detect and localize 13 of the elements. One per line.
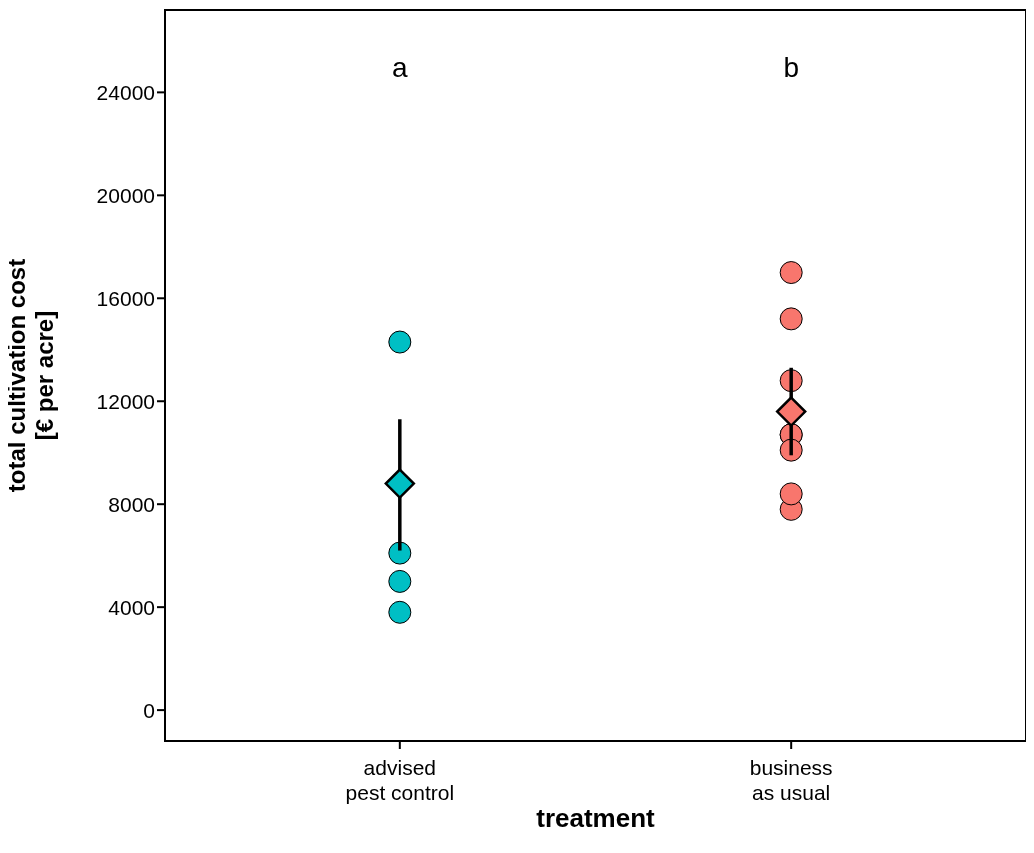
- y-tick-label: 0: [143, 698, 155, 722]
- y-tick-label: 4000: [108, 595, 155, 619]
- x-axis-title: treatment: [536, 803, 656, 834]
- y-tick-label: 16000: [96, 286, 155, 310]
- y-tick-label: 24000: [96, 80, 155, 104]
- x-tick-label: advised pest control: [345, 756, 455, 804]
- y-tick-label: 12000: [96, 389, 155, 413]
- y-tick-label: 20000: [96, 183, 155, 207]
- y-axis-title: total cultivation cost [€ per acre]: [3, 258, 58, 493]
- y-tick-label: 8000: [108, 492, 155, 516]
- annotation: b: [783, 51, 799, 83]
- x-tick-label: business as usual: [749, 756, 833, 804]
- annotation: a: [392, 51, 409, 83]
